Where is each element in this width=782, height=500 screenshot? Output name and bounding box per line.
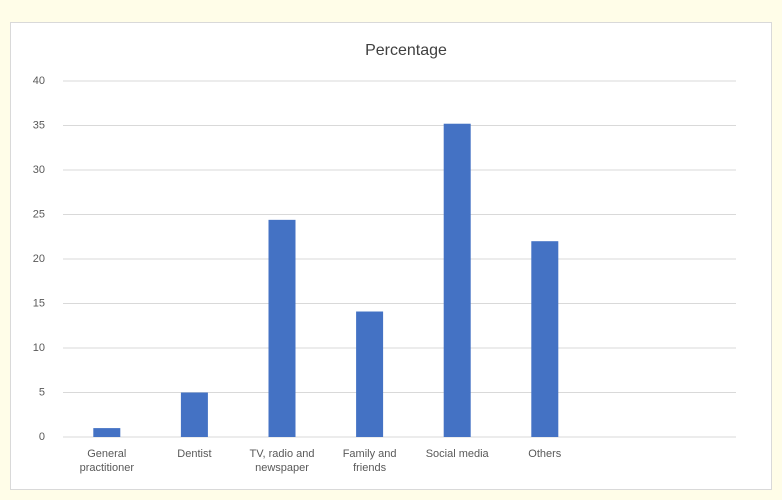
y-tick-label: 10	[33, 342, 45, 354]
x-tick-label: Dentist	[177, 448, 212, 460]
y-tick-label: 35	[33, 119, 45, 131]
bar	[356, 311, 384, 437]
bar	[93, 428, 121, 437]
x-tick-label: Social media	[425, 448, 489, 460]
chart-area: Percentage 0 5 10 15 20 25 30 35 40 General prac…	[10, 22, 772, 490]
y-tick-label: 40	[33, 75, 45, 87]
x-tick-label: General practitioner	[79, 448, 134, 474]
y-tick-label: 25	[33, 208, 45, 220]
x-tick-label: Others	[528, 448, 562, 460]
bar	[268, 219, 296, 437]
chart-title: Percentage	[365, 42, 447, 59]
x-tick-label: Family and friends	[342, 448, 397, 474]
y-tick-label: 15	[33, 297, 45, 309]
y-tick-label: 0	[39, 431, 45, 443]
chart: Percentage 0 5 10 15 20 25 30 35 40	[33, 42, 736, 443]
x-tick-label: TV, radio and newspaper	[249, 448, 315, 474]
y-tick-label: 5	[39, 386, 45, 398]
bar	[531, 241, 559, 437]
bar	[443, 123, 471, 437]
bar	[180, 392, 208, 437]
y-tick-label: 20	[33, 253, 45, 265]
y-tick-label: 30	[33, 164, 45, 176]
